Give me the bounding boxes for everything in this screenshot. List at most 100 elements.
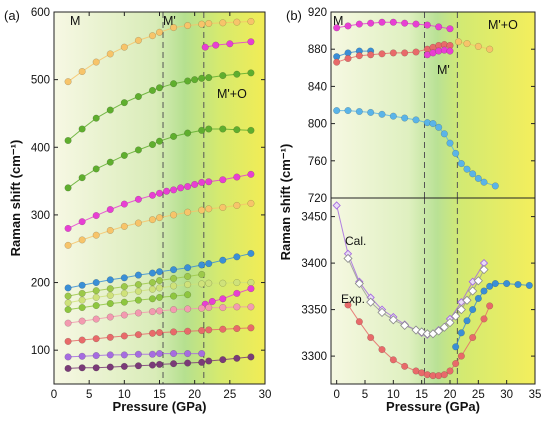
data-point: [170, 186, 178, 194]
data-point: [64, 364, 72, 372]
data-point: [184, 281, 192, 289]
data-point: [469, 170, 477, 178]
data-point: [491, 182, 499, 190]
data-point: [106, 299, 114, 308]
data-point: [106, 205, 114, 214]
data-point: [120, 311, 128, 319]
data-point: [463, 165, 471, 173]
data-point: [78, 352, 86, 360]
y-tick-label: 200: [31, 278, 50, 290]
data-point: [480, 287, 488, 295]
data-point: [247, 38, 255, 46]
data-point: [219, 256, 227, 264]
data-point: [474, 294, 482, 302]
data-point: [514, 280, 522, 289]
x-tick-label: 5: [86, 389, 92, 401]
axes-frame: [330, 197, 536, 385]
data-point: [474, 42, 482, 50]
data-point: [184, 208, 192, 216]
data-point: [134, 146, 142, 154]
x-tick-label: 15: [415, 389, 428, 401]
data-point: [198, 261, 206, 269]
data-point: [474, 174, 482, 183]
data-point: [184, 272, 192, 281]
data-point: [134, 92, 142, 101]
series-line-2: [67, 72, 251, 141]
panel-a-tag: (a): [4, 8, 20, 23]
data-point: [412, 116, 420, 124]
data-point: [64, 306, 72, 314]
data-point: [64, 184, 72, 192]
data-point: [134, 271, 142, 279]
phase-label-m: M: [70, 14, 80, 28]
data-point: [378, 110, 386, 118]
data-point: [226, 40, 234, 48]
x-axis-label: Pressure (GPa): [386, 399, 480, 414]
data-point: [219, 279, 227, 287]
data-point: [170, 282, 178, 290]
data-point: [344, 301, 352, 309]
data-point: [457, 329, 465, 337]
data-point: [184, 350, 192, 358]
data-point: [219, 19, 227, 27]
data-point: [479, 265, 489, 275]
data-point: [205, 279, 213, 287]
data-point: [423, 21, 431, 29]
data-point: [435, 23, 443, 31]
data-point: [134, 362, 142, 370]
data-point: [78, 304, 86, 312]
data-point: [148, 86, 157, 95]
data-point: [378, 346, 386, 354]
data-point: [134, 219, 142, 227]
data-point: [219, 356, 227, 364]
data-point: [78, 289, 86, 297]
data-point: [92, 114, 100, 122]
data-point: [170, 24, 178, 32]
phase-label-m: M: [333, 14, 343, 28]
data-point: [155, 360, 164, 368]
data-point: [247, 249, 255, 258]
data-point: [247, 17, 255, 26]
x-tick-label: 35: [529, 389, 542, 401]
y-tick-label: 600: [31, 7, 50, 19]
y-tick-label: 840: [308, 81, 327, 93]
data-point: [463, 40, 471, 48]
data-point: [388, 315, 398, 325]
data-point: [198, 304, 206, 312]
data-point: [106, 285, 114, 293]
data-point: [78, 67, 86, 76]
data-point: [219, 295, 227, 303]
data-point: [134, 296, 142, 304]
data-point: [92, 293, 100, 301]
data-point: [92, 165, 100, 173]
data-point: [177, 184, 185, 192]
data-point: [333, 24, 341, 32]
data-point: [148, 216, 157, 224]
data-point: [148, 361, 157, 369]
data-point: [148, 278, 157, 287]
x-tick-label: 0: [51, 389, 57, 401]
data-point: [134, 36, 142, 44]
data-point: [120, 283, 128, 291]
data-point: [247, 69, 255, 77]
data-point: [92, 58, 100, 66]
data-point: [148, 308, 157, 316]
data-point: [155, 276, 164, 285]
data-point: [463, 317, 471, 325]
data-point: [148, 285, 157, 293]
data-point: [332, 201, 341, 210]
data-point: [134, 331, 142, 339]
data-point: [184, 327, 192, 335]
data-point: [120, 332, 128, 340]
data-point: [78, 336, 86, 344]
data-point: [205, 260, 213, 268]
data-point: [367, 51, 375, 59]
x-tick-label: 0: [333, 389, 339, 401]
data-point: [233, 289, 241, 297]
data-point: [205, 125, 213, 133]
data-point: [491, 280, 499, 288]
phase-background: [331, 198, 535, 384]
data-point: [247, 285, 255, 293]
data-point: [205, 19, 213, 28]
data-point: [92, 352, 100, 360]
